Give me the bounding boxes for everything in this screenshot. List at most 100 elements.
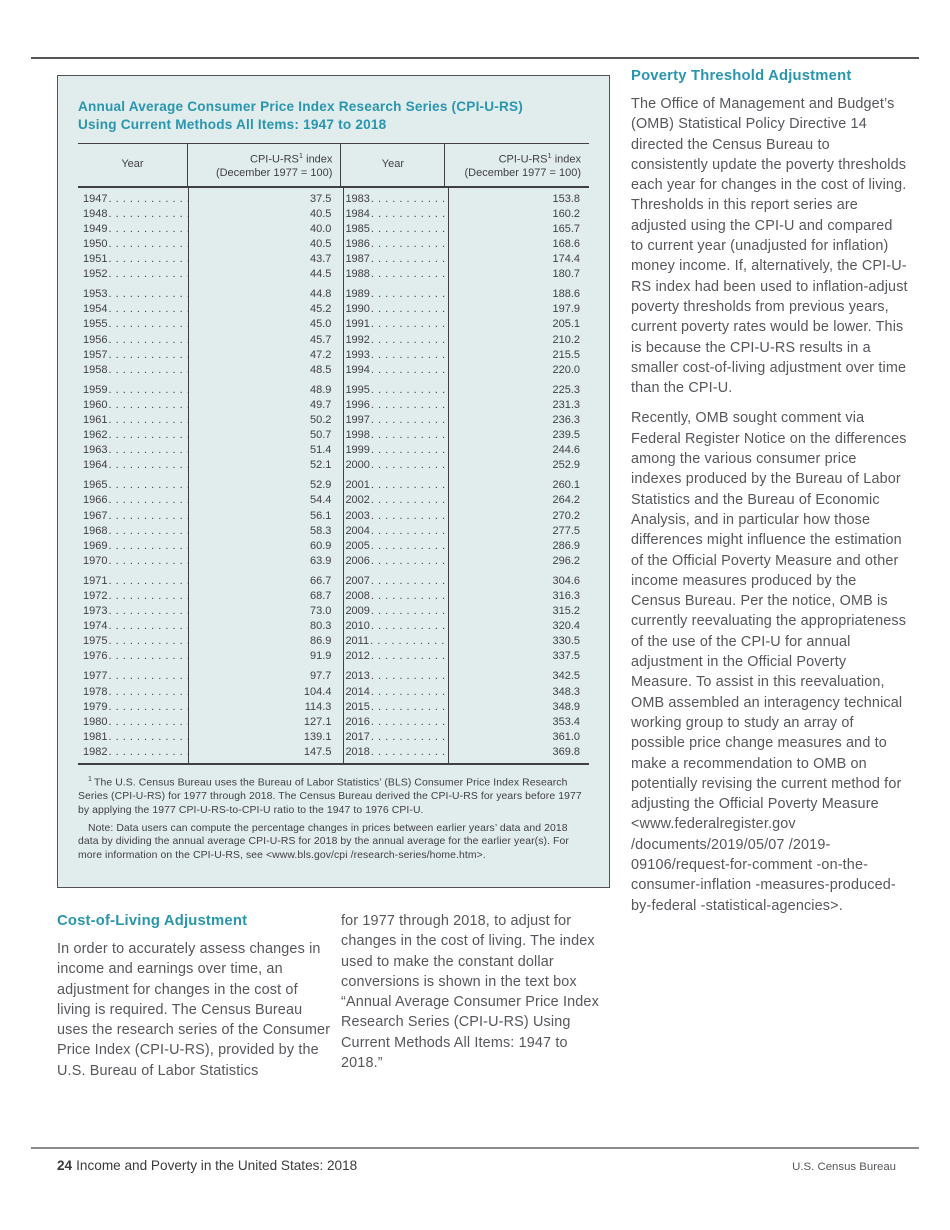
index-value-cell: 197.9 [552,303,580,316]
index-value-cell: 68.7 [310,590,332,602]
table-row: 1993 215.5 [340,348,589,363]
table-row: 2007 304.6 [340,574,589,589]
column-divider [448,187,449,764]
year-cell: 1988 [345,268,370,281]
table-row: 2016 353.4 [340,715,589,730]
dot-leader [371,730,446,745]
year-cell: 1971 [83,574,108,587]
index-value-cell: 66.7 [310,574,332,587]
dot-leader [371,745,446,760]
index-value-cell: 270.2 [552,509,580,522]
table-row: 1977 97.7 [78,669,340,684]
table-row: 1974 80.3 [78,619,340,634]
index-value-cell: 51.4 [310,444,332,457]
table-row: 1976 91.9 [78,649,340,664]
index-value-cell: 44.5 [310,268,332,281]
dot-leader [108,428,188,443]
year-cell: 1951 [83,253,108,266]
table-row: 1981 139.1 [78,730,340,745]
year-cell: 2011 [345,635,370,648]
year-cell: 1970 [83,554,108,567]
table-row: 2001 260.1 [340,478,589,493]
index-value-cell: 369.8 [552,745,580,758]
dot-leader [371,333,446,348]
index-value-cell: 114.3 [304,700,332,713]
table-row: 1995 225.3 [340,383,589,398]
index-value-cell: 60.9 [310,539,332,552]
year-cell: 1992 [345,333,370,346]
table-row: 1957 47.2 [78,348,340,363]
table-row: 1973 73.0 [78,604,340,619]
index-value-cell: 236.3 [552,413,580,426]
year-cell: 2007 [345,574,370,587]
index-value-cell: 252.9 [552,459,580,472]
year-cell: 1977 [83,670,108,683]
index-value-cell: 348.3 [552,685,580,698]
table-row: 2005 286.9 [340,539,589,554]
dot-leader [371,207,446,222]
dot-leader [108,478,188,493]
footnote-1: 1 The U.S. Census Bureau uses the Bureau … [78,776,582,816]
year-cell: 1968 [83,524,108,537]
index-value-cell: 104.4 [303,685,332,698]
year-cell: 2013 [345,670,370,683]
footnote-marker: 1 [88,776,92,784]
index-value-cell: 296.2 [552,554,580,567]
paragraph: The Office of Management and Budget’s (O… [631,96,908,397]
index-value-cell: 45.0 [310,318,332,331]
report-title: Income and Poverty in the United States:… [76,1158,358,1173]
year-cell: 1964 [83,459,108,472]
table-row: 1947 37.5 [78,192,340,207]
dot-leader [371,589,446,604]
table-note: Note: Data users can compute the percent… [78,822,569,862]
table-row: 2017 361.0 [340,730,589,745]
year-cell: 1984 [345,207,370,220]
year-cell: 1996 [345,398,370,411]
index-value-cell: 50.7 [310,429,332,442]
dot-leader [108,524,188,539]
table-row: 1983 153.8 [340,192,589,207]
dot-leader [108,302,188,317]
dot-leader [108,192,188,207]
year-cell: 1981 [83,730,108,743]
table-row: 2014 348.3 [340,685,589,700]
year-cell: 1994 [345,363,370,376]
dot-leader [371,524,446,539]
year-cell: 1990 [345,303,370,316]
year-cell: 1963 [83,444,108,457]
dot-leader [108,619,188,634]
table-row: 1991 205.1 [340,317,589,332]
year-cell: 1947 [83,192,108,205]
year-cell: 1979 [83,700,108,713]
column-divider [343,187,344,764]
index-value-cell: 286.9 [552,539,580,552]
dot-leader [108,493,188,508]
table-row: 2011 330.5 [340,634,589,649]
table-row: 1994 220.0 [340,363,589,378]
index-value-cell: 48.5 [310,363,332,376]
index-value-cell: 52.9 [310,479,332,492]
dot-leader [108,252,188,267]
dot-leader [371,458,446,473]
dot-leader [371,267,446,282]
footer-left: 24 Income and Poverty in the United State… [57,1158,357,1173]
table-row: 1958 48.5 [78,363,340,378]
footnote-marker: 1 [547,151,552,160]
table-row: 1980 127.1 [78,715,340,730]
index-value-cell: 215.5 [552,348,580,361]
year-cell: 2003 [345,509,370,522]
index-value-cell: 73.0 [310,605,332,618]
table-row: 1954 45.2 [78,302,340,317]
header-index-left: CPI-U-RS1 index (December 1977 = 100) [186,144,341,186]
table-body: 1947 37.5 1948 40.5 1949 40.0 1950 40.5 1951 43.7… [78,187,589,766]
index-value-cell: 361.0 [552,730,580,743]
year-cell: 1985 [345,222,370,235]
table-row: 2003 270.2 [340,509,589,524]
index-value-cell: 320.4 [552,620,580,633]
year-cell: 2001 [345,479,370,492]
year-cell: 1972 [83,590,108,602]
dot-leader [371,619,446,634]
year-cell: 1993 [345,348,370,361]
dot-leader [371,363,446,378]
index-value-cell: 330.5 [552,635,580,648]
